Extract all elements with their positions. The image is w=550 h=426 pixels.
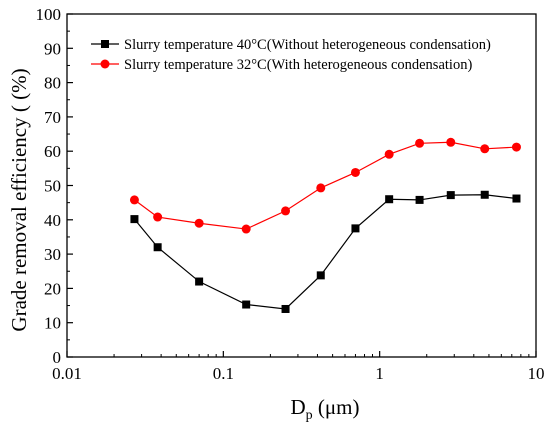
data-point	[316, 183, 326, 193]
y-tick-label: 90	[44, 39, 61, 58]
x-axis-title-main: D	[290, 395, 305, 419]
data-point	[511, 142, 521, 152]
data-point	[281, 206, 291, 216]
y-tick-label: 10	[44, 314, 61, 333]
x-axis-title-subscript: p	[306, 408, 313, 423]
series-line	[134, 141, 517, 230]
series-line	[133, 194, 517, 310]
data-point	[241, 224, 251, 234]
series-2	[129, 137, 521, 234]
data-point	[130, 215, 139, 224]
legend-entry: Slurry temperature 32°C(With heterogeneo…	[91, 57, 472, 73]
x-tick-label: 1	[375, 364, 384, 383]
series-1	[130, 190, 521, 313]
y-tick-label: 100	[36, 5, 62, 24]
data-point	[480, 144, 490, 154]
x-axis-title-unit: (μm)	[313, 395, 360, 419]
data-point	[384, 149, 394, 159]
y-tick-label: 30	[44, 245, 61, 264]
data-point	[316, 271, 325, 280]
data-point	[129, 195, 139, 205]
data-point	[350, 167, 360, 177]
legend-marker	[101, 40, 109, 48]
data-point	[446, 191, 455, 200]
y-tick-label: 40	[44, 211, 61, 230]
legend-marker	[100, 59, 110, 69]
x-tick-label: 0.01	[52, 364, 82, 383]
data-point	[351, 224, 360, 233]
x-axis-title: Dp (μm)	[290, 395, 359, 423]
data-point	[446, 137, 456, 147]
series-layer	[129, 137, 521, 313]
data-point	[153, 212, 163, 222]
data-point	[415, 195, 424, 204]
data-point	[195, 277, 204, 286]
data-point	[415, 138, 425, 148]
y-tick-labels: 0 10 20 30 40 50 60 70 80 90 100	[36, 5, 62, 367]
data-point	[242, 300, 251, 309]
data-point	[281, 304, 290, 313]
x-tick-labels: 0.01 0.1 1 10	[52, 364, 544, 383]
y-tick-label: 70	[44, 108, 61, 127]
data-point	[480, 190, 489, 199]
plot-frame	[66, 13, 537, 358]
legend-label: Slurry temperature 32°C(With heterogeneo…	[124, 57, 472, 73]
data-point	[153, 243, 162, 252]
y-tick-label: 20	[44, 279, 61, 298]
y-tick-label: 50	[44, 177, 61, 196]
y-tick-label: 80	[44, 74, 61, 93]
data-point	[385, 195, 394, 204]
legend-label: Slurry temperature 40°C(Without heteroge…	[124, 37, 491, 53]
data-point	[194, 218, 204, 228]
legend: Slurry temperature 40°C(Without heteroge…	[91, 37, 491, 73]
legend-entry: Slurry temperature 40°C(Without heteroge…	[91, 37, 491, 53]
x-tick-label: 0.1	[213, 364, 234, 383]
y-tick-label: 0	[53, 348, 62, 367]
data-point	[512, 194, 521, 203]
y-tick-label: 60	[44, 142, 61, 161]
x-tick-label: 10	[528, 364, 545, 383]
y-axis-title: Grade removal efficiency ( (%)	[7, 68, 31, 331]
